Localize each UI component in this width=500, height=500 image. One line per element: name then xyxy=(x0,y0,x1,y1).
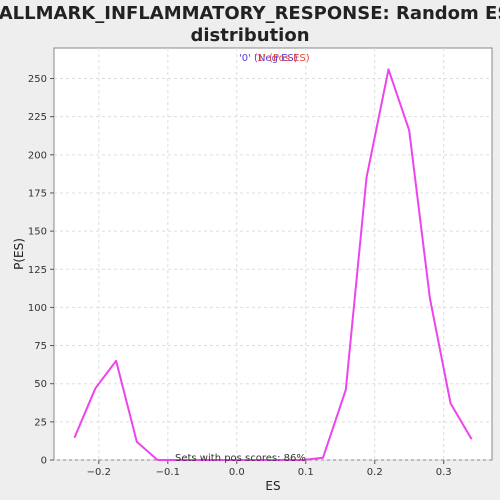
es-data-point xyxy=(365,176,368,179)
es-data-point xyxy=(197,459,200,461)
y-axis-label: P(ES) xyxy=(12,238,26,270)
es-density-line xyxy=(73,68,473,461)
es-data-point xyxy=(218,459,221,461)
es-data-point xyxy=(115,359,117,362)
legend-pos-es: '1' (Pos ES) xyxy=(254,53,310,64)
es-data-point xyxy=(239,459,242,461)
chart-title-line-2: distribution xyxy=(190,25,309,46)
series-layer xyxy=(73,68,473,461)
es-data-point xyxy=(73,436,76,439)
grid-lines xyxy=(54,48,492,461)
es-data-point xyxy=(280,459,283,461)
y-tick-label: 175 xyxy=(28,188,47,199)
x-tick-label: −0.2 xyxy=(87,467,111,478)
x-tick-label: 0.3 xyxy=(436,467,452,478)
es-data-point xyxy=(408,129,411,132)
es-data-point xyxy=(470,437,473,440)
y-tick-label: 100 xyxy=(28,303,47,314)
y-tick-label: 125 xyxy=(28,265,47,276)
y-tick-label: 50 xyxy=(34,379,47,390)
axis-ticks: −0.2 −0.1 0.0 0.1 0.2 0.3 0 25 50 75 100 125 150 175 2… xyxy=(28,74,452,478)
es-data-point xyxy=(135,440,138,443)
y-tick-label: 225 xyxy=(28,112,47,123)
es-data-point xyxy=(177,459,180,461)
es-data-point xyxy=(260,459,262,461)
es-data-point xyxy=(449,402,452,405)
y-tick-label: 0 xyxy=(41,456,47,467)
y-tick-label: 250 xyxy=(28,74,47,85)
legend-neg-es: '0' (Neg ES) xyxy=(239,53,298,64)
x-tick-label: −0.1 xyxy=(156,467,180,478)
plot-area xyxy=(53,47,493,461)
x-axis-label: ES xyxy=(265,479,280,493)
es-data-point xyxy=(301,459,304,461)
es-data-point xyxy=(322,456,324,459)
y-tick-label: 75 xyxy=(34,341,47,352)
es-data-point xyxy=(429,297,431,300)
pos-scores-annotation: Sets with pos scores: 86% xyxy=(175,453,306,464)
x-tick-label: 0.2 xyxy=(367,467,383,478)
y-tick-label: 150 xyxy=(28,227,47,238)
es-data-point xyxy=(94,387,97,390)
y-tick-label: 200 xyxy=(28,150,47,161)
x-tick-label: 0.0 xyxy=(229,467,245,478)
es-data-point xyxy=(156,459,159,461)
es-data-point xyxy=(344,388,347,391)
es-data-point xyxy=(387,68,390,71)
y-tick-label: 25 xyxy=(34,417,47,428)
chart-title-line-1: HALLMARK_INFLAMMATORY_RESPONSE: Random E… xyxy=(0,3,500,24)
x-tick-label: 0.1 xyxy=(298,467,314,478)
